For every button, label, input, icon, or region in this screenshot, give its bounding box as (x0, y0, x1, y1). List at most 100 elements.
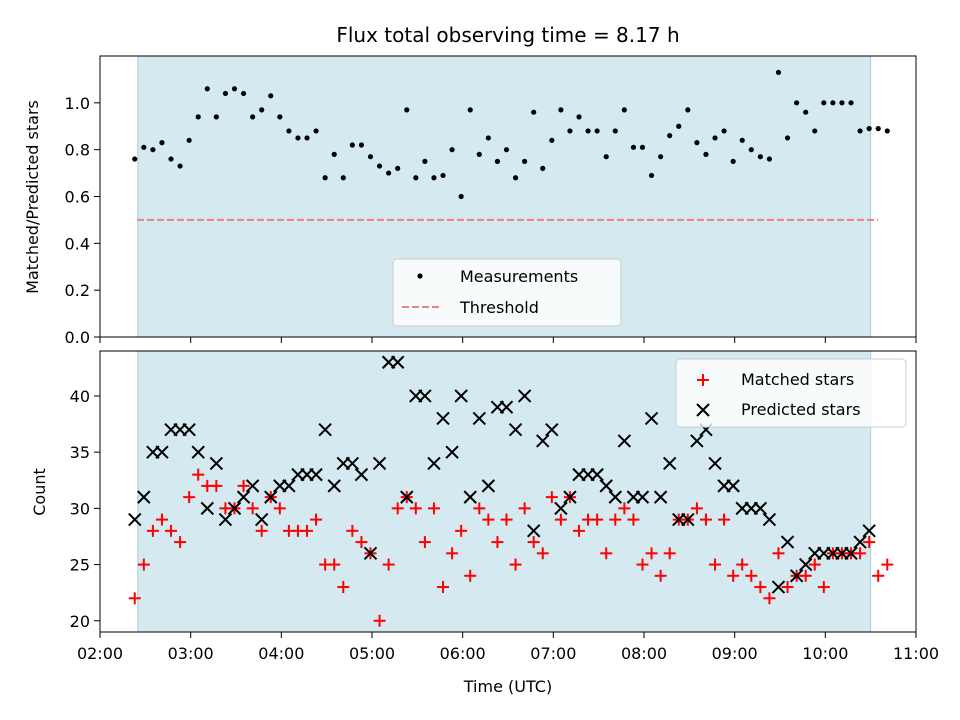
measurement-point (594, 128, 600, 134)
predicted-star-point (264, 490, 278, 504)
measurement-point (395, 165, 401, 171)
measurement-point (703, 151, 709, 157)
measurement-point (231, 86, 238, 92)
measurement-point (358, 142, 365, 148)
matched-star-point (482, 513, 495, 526)
matched-star-point (273, 502, 286, 515)
measurement-point (349, 142, 355, 148)
x-axis-label: Time (UTC) (463, 677, 552, 696)
top-y-axis-label: Matched/Predicted stars (23, 100, 42, 294)
matched-star-point (165, 524, 178, 537)
matched-star-point (799, 569, 812, 582)
matched-star-point (174, 536, 187, 549)
matched-star-point (391, 502, 404, 515)
matched-star-point (727, 569, 740, 582)
measurement-point (694, 140, 700, 146)
x-tick-label: 10:00 (802, 644, 848, 663)
predicted-star-point (227, 501, 242, 516)
matched-star-point (355, 536, 368, 549)
measurement-point (204, 86, 210, 92)
measurement-point (757, 154, 763, 160)
matched-star-point (536, 547, 549, 560)
matched-star-point (636, 558, 649, 571)
predicted-star-point (708, 456, 722, 471)
matched-star-point (881, 558, 894, 571)
x-tick-label: 04:00 (258, 644, 304, 663)
matched-star-point (155, 513, 168, 526)
y-tick-label: 0.6 (65, 188, 90, 207)
legend-predicted-marker (696, 403, 710, 417)
predicted-star-point (681, 512, 695, 527)
matched-star-point (763, 592, 776, 605)
matched-star-point (137, 558, 150, 571)
matched-star-point (382, 558, 395, 571)
matched-star-point (573, 524, 586, 537)
chart-title: Flux total observing time = 8.17 h (336, 23, 679, 47)
bottom-axes-frame (99, 350, 917, 633)
matched-star-point (310, 513, 323, 526)
predicted-star-point (209, 456, 224, 471)
predicted-star-point (372, 456, 387, 471)
measurement-point (159, 140, 165, 146)
predicted-star-point (218, 512, 233, 527)
x-tick-label: 05:00 (349, 644, 395, 663)
measurement-point (458, 193, 464, 200)
measurement-point (712, 135, 718, 141)
predicted-star-point (436, 411, 450, 426)
measurement-point (132, 156, 138, 162)
measurement-point (803, 109, 809, 115)
predicted-star-point (418, 389, 432, 403)
predicted-star-point (137, 490, 151, 504)
measurement-point (648, 172, 655, 179)
predicted-star-point (635, 490, 650, 504)
measurement-point (857, 128, 863, 134)
legend-matched-marker (697, 374, 709, 386)
predicted-star-point (690, 434, 704, 448)
matched-star-point (210, 479, 223, 492)
matched-star-point (437, 581, 450, 594)
matched-star-point (237, 479, 250, 492)
legend-measurements-marker (417, 273, 423, 279)
predicted-star-point (590, 467, 604, 482)
predicted-star-point (499, 400, 514, 414)
measurement-point (567, 128, 573, 134)
matched-star-point (591, 513, 604, 526)
x-tick-label: 03:00 (168, 644, 214, 663)
predicted-star-point (662, 456, 677, 471)
measurement-point (295, 135, 301, 141)
predicted-star-point (400, 490, 414, 504)
predicted-star-point (563, 490, 577, 504)
x-tick-label: 02:00 (77, 644, 123, 663)
y-tick-label: 0.4 (65, 234, 90, 253)
predicted-star-point (617, 434, 632, 448)
matched-star-point (781, 581, 794, 594)
x-tick-label: 09:00 (712, 644, 758, 663)
matched-star-point (500, 513, 513, 526)
matched-star-point (527, 536, 540, 549)
bottom-x-ticks: 02:00 03:00 04:00 05:00 06:00 07:00 08:00 09:00… (77, 632, 939, 663)
x-tick-label: 07:00 (530, 644, 576, 663)
predicted-star-point (862, 524, 876, 538)
measurement-point (821, 100, 827, 106)
predicted-star-point (200, 501, 214, 516)
measurement-point (730, 158, 736, 164)
predicted-star-point (780, 535, 795, 549)
measurement-point (884, 128, 890, 134)
measurement-point (639, 144, 646, 150)
predicted-star-point (545, 422, 559, 437)
measurement-point (630, 144, 637, 150)
measurement-points (132, 69, 890, 200)
matched-star-point (427, 502, 440, 515)
measurement-point (739, 137, 745, 143)
predicted-star-point (390, 355, 405, 369)
matched-star-point (409, 502, 422, 515)
y-tick-label: 25 (70, 556, 90, 575)
measurement-point (440, 172, 446, 179)
y-tick-label: 0.8 (65, 141, 90, 160)
measurement-point (603, 154, 609, 160)
x-tick-label: 06:00 (440, 644, 486, 663)
matched-star-point (745, 569, 758, 582)
predicted-star-point (427, 456, 441, 471)
predicted-star-point (798, 557, 813, 572)
